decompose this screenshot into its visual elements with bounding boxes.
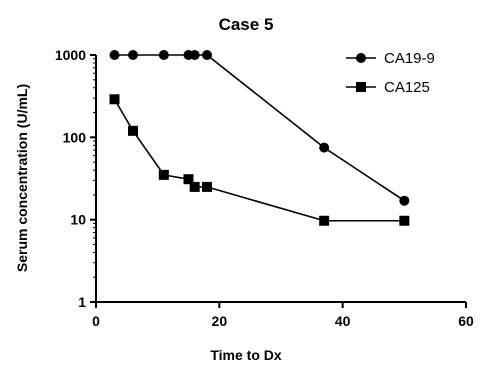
x-axis-label: Time to Dx — [210, 347, 282, 363]
legend-marker — [356, 53, 366, 63]
x-tick-label: 0 — [92, 313, 100, 329]
data-point — [319, 215, 330, 226]
data-point — [183, 174, 194, 185]
legend-label: CA19-9 — [384, 50, 435, 67]
data-point — [158, 50, 169, 60]
series-layer — [109, 50, 410, 226]
x-tick-label: 40 — [335, 313, 351, 329]
data-point — [189, 50, 200, 60]
data-point — [158, 169, 169, 180]
legend-item: CA19-9 — [346, 50, 435, 67]
series-ca125 — [109, 94, 410, 226]
data-point — [202, 181, 212, 192]
series-line — [113, 98, 405, 222]
data-point — [319, 142, 330, 153]
data-point — [399, 195, 410, 206]
series-ca19-9 — [109, 50, 410, 206]
legend-label: CA125 — [384, 79, 430, 96]
y-tick-label: 1000 — [55, 47, 86, 63]
chart-title: Case 5 — [219, 15, 274, 34]
legend: CA19-9 CA125 — [346, 50, 435, 96]
y-tick-label: 100 — [63, 129, 87, 145]
data-point — [128, 125, 138, 136]
data-point — [189, 181, 200, 192]
y-tick-label: 10 — [70, 212, 86, 228]
x-tick-label: 20 — [212, 313, 228, 329]
y-axis-label: Serum concentration (U/mL) — [14, 84, 30, 272]
data-point — [109, 50, 120, 60]
legend-item: CA125 — [346, 79, 430, 96]
axes: 0 20 40 60 1 10 100 1000 — [55, 47, 474, 329]
data-point — [399, 215, 410, 226]
data-point — [128, 50, 138, 60]
data-point — [109, 94, 120, 105]
data-point — [202, 50, 212, 60]
series-line — [114, 54, 405, 202]
x-tick-label: 60 — [458, 313, 474, 329]
legend-marker — [356, 82, 366, 92]
y-tick-label: 1 — [78, 294, 86, 310]
